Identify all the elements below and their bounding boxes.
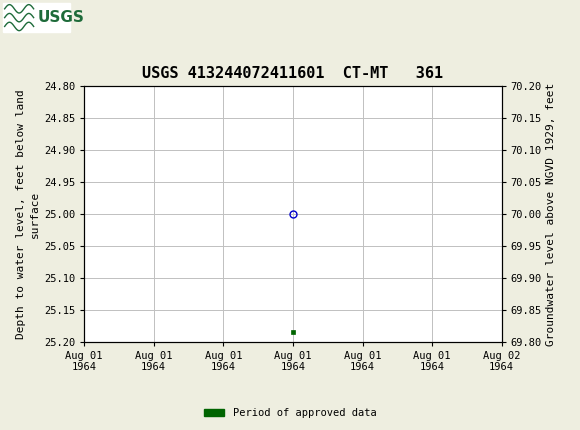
Y-axis label: Groundwater level above NGVD 1929, feet: Groundwater level above NGVD 1929, feet	[546, 82, 556, 346]
Title: USGS 413244072411601  CT-MT   361: USGS 413244072411601 CT-MT 361	[142, 66, 444, 81]
Y-axis label: Depth to water level, feet below land
surface: Depth to water level, feet below land su…	[16, 89, 39, 339]
Text: USGS: USGS	[38, 10, 85, 25]
Bar	[3, 3, 70, 32]
Legend: Period of approved data: Period of approved data	[200, 404, 380, 423]
